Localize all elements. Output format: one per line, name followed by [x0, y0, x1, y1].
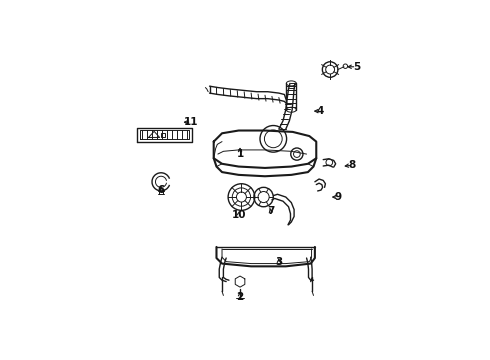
Text: 6: 6	[157, 185, 165, 195]
Text: 4: 4	[317, 106, 324, 116]
Text: 8: 8	[349, 160, 356, 170]
Text: 9: 9	[335, 192, 342, 202]
Text: 10: 10	[231, 210, 246, 220]
Text: 5: 5	[353, 62, 360, 72]
Text: 3: 3	[275, 257, 282, 267]
Text: 1: 1	[236, 149, 244, 159]
Text: 11: 11	[184, 117, 199, 127]
Text: 2: 2	[236, 292, 244, 302]
Text: 7: 7	[267, 206, 274, 216]
